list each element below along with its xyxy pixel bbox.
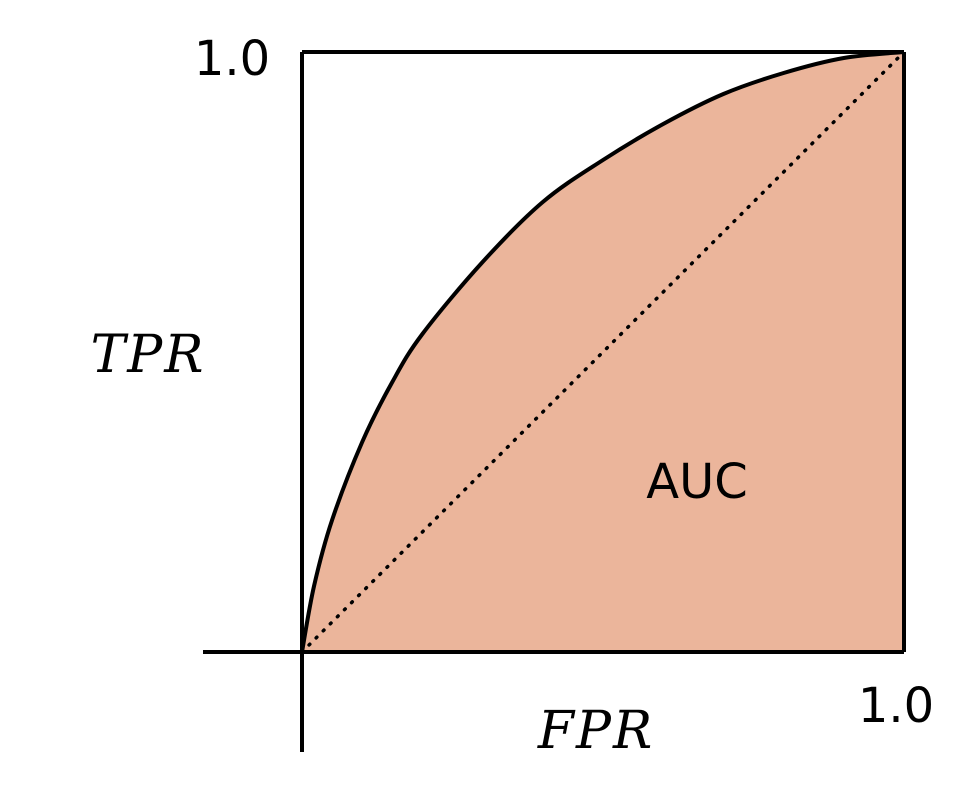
roc-curve: [300, 50, 905, 653]
diagonal-dotted-line: [300, 50, 906, 654]
auc-label: AUC: [646, 454, 747, 510]
y-axis-label: TPR: [91, 325, 206, 385]
plot-area: [203, 50, 906, 752]
x-axis-label: FPR: [537, 701, 654, 761]
y-max-tick-label: 1.0: [194, 31, 270, 87]
x-max-tick-label: 1.0: [858, 678, 934, 734]
